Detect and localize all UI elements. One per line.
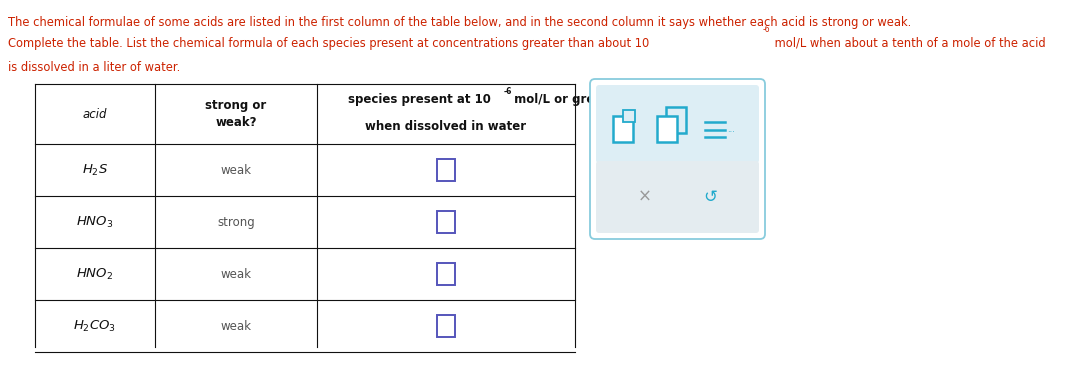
Text: -6: -6: [763, 25, 771, 34]
FancyBboxPatch shape: [666, 107, 686, 133]
Text: $HNO_2$: $HNO_2$: [76, 266, 114, 282]
FancyBboxPatch shape: [623, 110, 635, 122]
Text: ...: ...: [727, 126, 735, 135]
Text: ↺: ↺: [703, 188, 717, 206]
Text: $H_2CO_3$: $H_2CO_3$: [74, 319, 117, 333]
Text: is dissolved in a liter of water.: is dissolved in a liter of water.: [8, 61, 180, 74]
FancyBboxPatch shape: [596, 85, 759, 163]
FancyBboxPatch shape: [590, 79, 765, 239]
Text: weak: weak: [221, 163, 252, 177]
FancyBboxPatch shape: [437, 211, 455, 233]
Text: -6: -6: [504, 86, 511, 96]
FancyBboxPatch shape: [437, 315, 455, 337]
Text: strong or
weak?: strong or weak?: [206, 98, 267, 130]
Text: $HNO_3$: $HNO_3$: [76, 214, 114, 230]
Text: $H_2S$: $H_2S$: [81, 163, 108, 177]
FancyBboxPatch shape: [437, 263, 455, 285]
Text: The chemical formulae of some acids are listed in the first column of the table : The chemical formulae of some acids are …: [8, 16, 911, 29]
Text: ×: ×: [638, 188, 652, 206]
Text: Complete the table. List the chemical formula of each species present at concent: Complete the table. List the chemical fo…: [8, 37, 650, 50]
Text: mol/L or greater: mol/L or greater: [510, 93, 622, 107]
Text: mol/L when about a tenth of a mole of the acid: mol/L when about a tenth of a mole of th…: [771, 37, 1045, 50]
Text: weak: weak: [221, 319, 252, 333]
Text: when dissolved in water: when dissolved in water: [366, 119, 526, 133]
FancyBboxPatch shape: [657, 116, 678, 142]
Text: species present at 10: species present at 10: [348, 93, 491, 107]
FancyBboxPatch shape: [613, 116, 632, 142]
Text: strong: strong: [218, 216, 255, 228]
FancyBboxPatch shape: [596, 161, 759, 233]
Text: acid: acid: [83, 107, 107, 121]
FancyBboxPatch shape: [437, 159, 455, 181]
Text: weak: weak: [221, 268, 252, 280]
